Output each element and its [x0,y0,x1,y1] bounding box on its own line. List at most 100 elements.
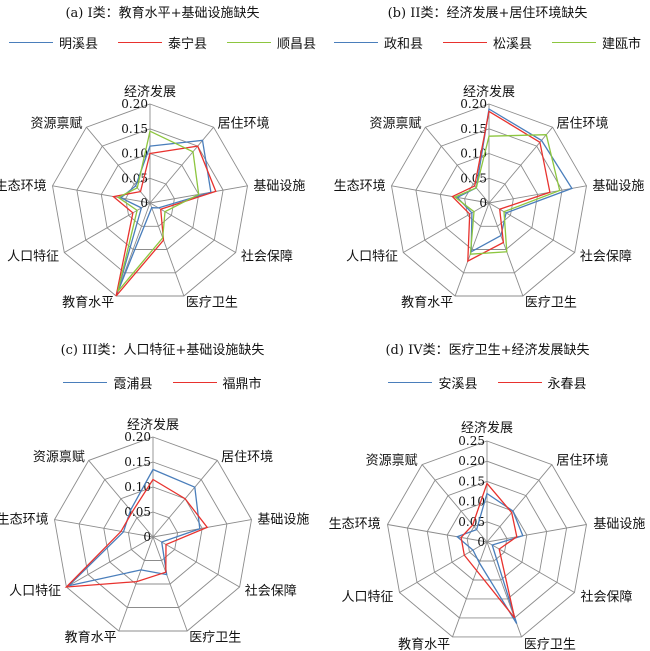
legend-label: 明溪县 [58,37,98,52]
legend: 政和县 松溪县 建瓯市 [325,33,650,52]
axis-label: 生态环境 [0,513,49,528]
tick-label: 0.20 [124,430,151,444]
legend-item: 松溪县 [442,33,532,52]
axis-label: 教育水平 [401,295,453,311]
tick-label: 0.20 [121,97,148,111]
spoke [454,202,490,297]
series-line [453,134,561,255]
spoke [149,202,236,253]
grid-ring [54,436,252,632]
tick-label: 0 [140,196,148,210]
axis-label: 居住环境 [557,117,609,132]
axis-label: 医疗卫生 [189,631,241,646]
series-line [117,130,200,292]
legend: 安溪县 永春县 [325,373,650,392]
chart-title: (c) III类：人口特征+基础设施缺失 [60,343,265,358]
legend-line [172,382,217,383]
legend-label: 永春县 [547,377,587,392]
tick-label: 0.15 [460,122,487,136]
tick-label: 0.20 [458,454,485,468]
grid-ring [78,461,228,608]
spoke [452,541,488,638]
series-line [455,492,524,624]
axis-label: 居住环境 [218,117,270,132]
grid-ring [103,486,203,585]
tick-label: 0 [477,535,485,549]
axis-label: 医疗卫生 [186,296,238,311]
legend-item: 明溪县 [8,33,98,52]
tick-label: 0 [479,196,487,210]
legend-label: 建瓯市 [602,37,642,52]
axis-label: 医疗卫生 [524,638,576,651]
tick-label: 0.15 [121,122,148,136]
axis-label: 生态环境 [329,517,381,532]
axis-label: 基础设施 [592,179,644,194]
axis-label: 社会保障 [580,249,632,265]
spoke [486,524,587,543]
axis-label: 教育水平 [398,637,450,651]
axis-label: 生态环境 [0,179,47,194]
axis-label: 社会保障 [581,589,633,605]
grid-ring [76,128,224,274]
spoke [152,536,188,632]
tick-label: 0 [143,530,151,544]
spoke [52,185,151,204]
grid-ring [446,501,528,581]
spoke [387,524,488,543]
axis-label: 基础设施 [253,179,305,194]
series-line [111,145,217,297]
grid-ring [52,103,248,297]
spoke [86,126,151,204]
axis-label: 经济发展 [463,84,515,100]
legend-item: 霞浦县 [63,373,153,392]
spoke [54,519,154,538]
radar-panel-c: (c) III类：人口特征+基础设施缺失 霞浦县 福鼎市 0 0.05 0.10 0.… [0,325,325,650]
grid-ring [387,440,587,638]
axis-label: 资源禀赋 [30,116,82,132]
spoke [403,202,490,253]
legend: 霞浦县 福鼎市 [0,373,325,392]
legend-line [552,42,596,43]
axis-label: 经济发展 [124,84,176,100]
spoke [391,185,490,204]
legend: 明溪县 泰宁县 顺昌县 [0,33,325,52]
legend-label: 泰宁县 [167,37,207,52]
spoke [425,126,490,204]
legend-item: 永春县 [497,373,587,392]
legend-label: 政和县 [383,37,423,52]
legend-line [227,42,271,43]
axis-label: 基础设施 [593,517,645,532]
axis-label: 人口特征 [9,584,61,599]
grid-ring [415,128,563,274]
grid-ring [100,153,200,250]
grid-ring [406,460,568,619]
legend-line [117,42,162,43]
tick-label: 0.05 [460,171,487,185]
legend-item: 建瓯市 [552,33,641,52]
axis-label: 人口特征 [7,250,59,265]
axis-label: 基础设施 [257,513,309,528]
radar-chart: 00.050.100.150.20经济发展居住环境基础设施社会保障医疗卫生教育水… [0,84,305,311]
legend-line [497,382,542,383]
tick-label: 0.25 [458,434,485,448]
spoke [486,464,553,543]
radar-chart: 00.050.100.150.20经济发展居住环境基础设施社会保障医疗卫生教育水… [0,417,309,646]
spoke [66,536,154,588]
axis-label: 资源禀赋 [366,452,418,468]
axis-label: 经济发展 [461,420,513,436]
grid-ring [426,480,548,600]
legend-line [8,42,53,43]
radar-panel-d: (d) IV类：医疗卫生+经济发展缺失 安溪县 永春县 0 0.05 0.10 0.1… [325,325,650,651]
tick-label: 0.15 [124,455,151,469]
chart-title: (d) IV类：医疗卫生+经济发展缺失 [385,343,590,358]
axis-label: 人口特征 [346,250,398,265]
axis-label: 人口特征 [341,590,393,605]
chart-title: (a) I类：教育水平+基础设施缺失 [65,6,260,21]
spoke [118,536,154,632]
radar-chart: 00.050.100.150.200.25经济发展居住环境基础设施社会保障医疗卫… [329,420,646,651]
radar-panel-a: (a) I类：教育水平+基础设施缺失 明溪县 泰宁县 顺昌县 0 0.05 0.10… [0,0,325,325]
legend-label: 霞浦县 [113,377,153,392]
legend-item: 泰宁县 [117,33,207,52]
series-line [451,110,551,263]
tick-label: 0.05 [121,171,148,185]
